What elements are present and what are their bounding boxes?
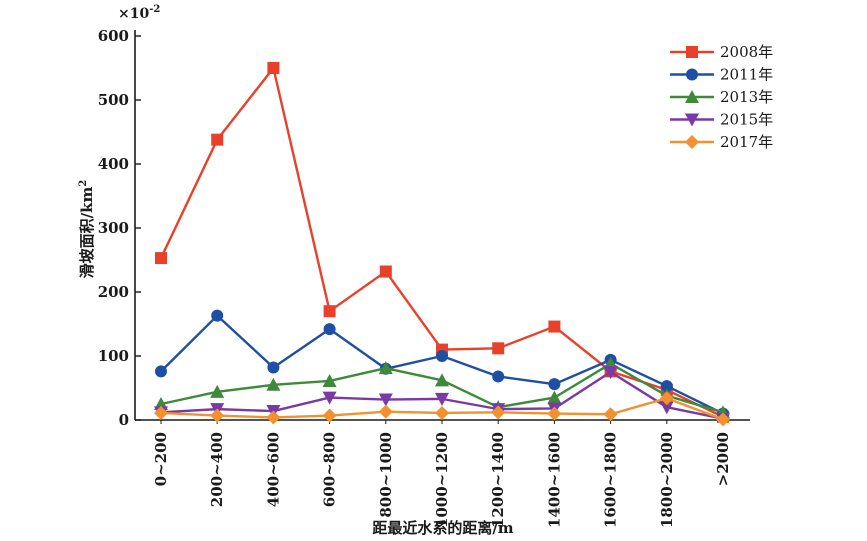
x-tick-label: 800~1000 [377, 432, 395, 518]
data-point [267, 62, 280, 74]
data-point [267, 361, 280, 374]
data-point [603, 366, 618, 379]
data-point [660, 380, 673, 393]
data-point [659, 401, 674, 415]
data-point [435, 392, 449, 406]
data-point [155, 365, 167, 378]
legend-label: 2013年 [720, 88, 773, 106]
data-point [436, 350, 448, 362]
series-2008年 [155, 62, 729, 423]
data-point [210, 408, 225, 423]
data-point [266, 377, 281, 391]
data-point [322, 391, 337, 405]
legend-item: 2011年 [670, 66, 773, 84]
data-point [492, 342, 505, 355]
data-point [491, 405, 506, 420]
data-point [266, 410, 281, 425]
legend-label: 2008年 [720, 43, 773, 61]
legend-marker [686, 68, 698, 81]
legend-marker [685, 90, 699, 103]
x-tick-label: 600~800 [321, 432, 339, 507]
x-tick-label: 1400~1600 [545, 432, 563, 528]
legend-item: 2008年 [670, 43, 773, 61]
legend-label: 2017年 [720, 133, 773, 151]
x-tick-label: 200~400 [208, 432, 226, 507]
y-axis-ticks: 0 100 200 300 400 500 600 [98, 27, 141, 429]
data-point [211, 309, 224, 322]
legend-label: 2015年 [720, 111, 773, 129]
data-point [547, 390, 562, 404]
y-tick-label: 200 [98, 283, 129, 301]
y-tick-label: 600 [98, 27, 129, 45]
x-tick-label: 1800~2000 [658, 432, 676, 528]
data-point [378, 393, 393, 407]
data-point [323, 323, 336, 336]
x-axis-ticks: 0~200 200~400 400~600 600~800 800~1000 1000~1… [152, 420, 732, 528]
data-point [378, 361, 393, 375]
legend-item: 2013年 [670, 88, 773, 106]
y-tick-label: 300 [98, 219, 129, 237]
y-tick-label: 400 [98, 155, 129, 173]
data-point [323, 305, 336, 318]
x-tick-label: 0~200 [152, 432, 170, 486]
series-2017年 [154, 391, 730, 427]
data-point [548, 378, 561, 391]
legend-marker [686, 46, 698, 58]
data-point [435, 405, 449, 420]
x-tick-label: 1000~1200 [433, 432, 451, 528]
y-scale-note: ×10-2 [118, 4, 160, 22]
data-point [659, 391, 674, 406]
y-tick-label: 0 [119, 411, 129, 429]
data-point [547, 406, 562, 421]
y-axis-title: 滑坡面积/km2 [78, 180, 96, 279]
data-point [322, 408, 337, 423]
data-point [603, 407, 618, 422]
data-point [211, 133, 224, 146]
series-layer [154, 62, 730, 427]
data-point [210, 384, 225, 398]
legend-label: 2011年 [720, 66, 773, 84]
series-line [159, 66, 724, 418]
legend-marker [685, 135, 699, 149]
data-point [435, 373, 449, 387]
data-point [492, 370, 505, 383]
y-tick-label: 100 [98, 347, 129, 365]
x-tick-label: 1200~1400 [489, 432, 507, 528]
x-tick-label: >2000 [714, 432, 732, 486]
data-point [322, 373, 337, 387]
y-tick-label: 500 [98, 91, 129, 109]
data-point [548, 320, 561, 333]
data-point [716, 412, 730, 427]
legend-marker [685, 113, 699, 127]
legend-item: 2017年 [670, 133, 773, 151]
data-point [155, 252, 167, 265]
data-point [379, 265, 392, 278]
data-point [154, 405, 168, 420]
x-axis-title: 距最近水系的距离/m [372, 519, 513, 537]
legend-item: 2015年 [670, 111, 773, 129]
legend: 2008年 2011年 2013年 2015年 2017年 [670, 43, 773, 151]
data-point [378, 404, 393, 419]
x-tick-label: 1600~1800 [602, 432, 620, 528]
x-tick-label: 400~600 [264, 432, 282, 507]
